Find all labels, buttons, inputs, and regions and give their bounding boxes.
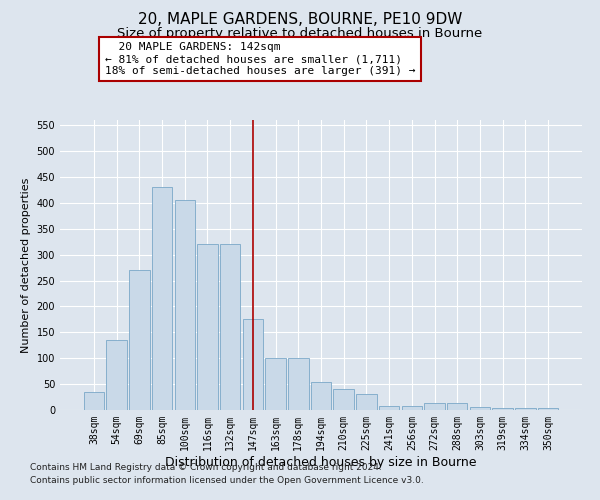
- Bar: [265, 358, 286, 410]
- X-axis label: Distribution of detached houses by size in Bourne: Distribution of detached houses by size …: [165, 456, 477, 468]
- Bar: [220, 244, 241, 410]
- Bar: [379, 406, 400, 410]
- Bar: [175, 200, 195, 410]
- Text: Contains public sector information licensed under the Open Government Licence v3: Contains public sector information licen…: [30, 476, 424, 485]
- Bar: [401, 406, 422, 410]
- Text: 20 MAPLE GARDENS: 142sqm  
← 81% of detached houses are smaller (1,711)
18% of s: 20 MAPLE GARDENS: 142sqm ← 81% of detach…: [105, 42, 415, 76]
- Bar: [84, 392, 104, 410]
- Bar: [242, 320, 263, 410]
- Bar: [311, 382, 331, 410]
- Bar: [424, 403, 445, 410]
- Bar: [470, 408, 490, 410]
- Bar: [538, 408, 558, 410]
- Bar: [129, 270, 149, 410]
- Bar: [152, 188, 172, 410]
- Text: Contains HM Land Registry data © Crown copyright and database right 2024.: Contains HM Land Registry data © Crown c…: [30, 464, 382, 472]
- Bar: [197, 244, 218, 410]
- Bar: [356, 394, 377, 410]
- Bar: [106, 340, 127, 410]
- Bar: [515, 408, 536, 410]
- Y-axis label: Number of detached properties: Number of detached properties: [21, 178, 31, 352]
- Bar: [493, 408, 513, 410]
- Bar: [288, 358, 308, 410]
- Text: 20, MAPLE GARDENS, BOURNE, PE10 9DW: 20, MAPLE GARDENS, BOURNE, PE10 9DW: [138, 12, 462, 28]
- Text: Size of property relative to detached houses in Bourne: Size of property relative to detached ho…: [118, 28, 482, 40]
- Bar: [447, 403, 467, 410]
- Bar: [334, 390, 354, 410]
